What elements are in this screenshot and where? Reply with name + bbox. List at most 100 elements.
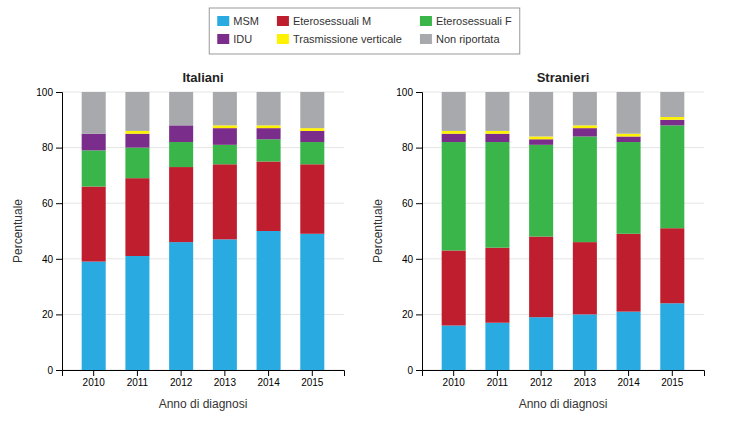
bar — [82, 150, 106, 186]
bars — [442, 92, 685, 370]
legend-swatch — [420, 16, 432, 26]
bar — [660, 92, 684, 117]
bar — [300, 164, 324, 234]
tick-label: 20 — [402, 309, 414, 320]
tick-label: 2014 — [257, 377, 280, 388]
bar — [660, 125, 684, 228]
tick-mark — [541, 370, 542, 376]
tick: 60 — [42, 198, 62, 209]
bar — [573, 242, 597, 314]
tick-mark — [56, 203, 62, 204]
x-axis-title: Anno di diagnosi — [519, 397, 608, 411]
bar — [442, 142, 466, 250]
bar — [442, 250, 466, 325]
bar — [617, 142, 641, 234]
legend-item: MSM — [217, 15, 259, 27]
bar — [213, 128, 237, 145]
y-axis: 020406080100 — [396, 87, 422, 376]
bar — [169, 142, 193, 167]
legend-label: Eterosessuali M — [293, 15, 371, 27]
tick: 2015 — [661, 370, 684, 388]
legend-label: Trasmissione verticale — [293, 33, 402, 45]
bar-series — [442, 120, 685, 145]
bar — [660, 228, 684, 303]
bar — [169, 167, 193, 242]
bar — [617, 136, 641, 142]
bars — [82, 92, 325, 370]
bar — [82, 187, 106, 262]
tick-label: 2013 — [574, 377, 597, 388]
tick-label: 2011 — [487, 377, 509, 388]
bar — [125, 134, 149, 148]
bar — [125, 131, 149, 134]
chart-title: Stranieri — [537, 70, 590, 85]
bar — [529, 237, 553, 318]
bar — [125, 256, 149, 370]
tick-mark — [628, 370, 629, 376]
tick: 2015 — [301, 370, 324, 388]
y-axis-title: Percentuale — [11, 199, 25, 263]
bar — [573, 128, 597, 136]
tick-mark — [672, 370, 673, 376]
bar — [660, 303, 684, 370]
x-axis: 201020112012201320142015 — [63, 370, 345, 388]
tick: 2014 — [257, 370, 280, 388]
tick: 2012 — [530, 370, 553, 388]
bar — [442, 326, 466, 370]
bar — [300, 92, 324, 128]
tick-mark — [224, 370, 225, 376]
tick-label: 0 — [407, 365, 413, 376]
tick-label: 2010 — [83, 377, 106, 388]
tick-mark — [312, 370, 313, 376]
grid — [62, 92, 344, 370]
tick: 20 — [402, 309, 422, 320]
bar — [125, 178, 149, 256]
bar — [573, 125, 597, 128]
x-axis-title: Anno di diagnosi — [159, 397, 248, 411]
bar — [485, 323, 509, 370]
bar-series — [442, 228, 685, 325]
tick: 100 — [396, 87, 422, 98]
tick-mark — [56, 259, 62, 260]
tick-label: 40 — [42, 253, 54, 264]
bar — [300, 131, 324, 142]
bar-series — [82, 162, 325, 262]
bar-series — [82, 139, 325, 186]
tick-label: 2011 — [127, 377, 149, 388]
legend-item: Trasmissione verticale — [277, 33, 402, 45]
tick: 20 — [42, 309, 62, 320]
tick: 2010 — [83, 370, 106, 388]
tick-label: 100 — [396, 87, 413, 98]
bar — [300, 128, 324, 131]
tick: 2014 — [617, 370, 640, 388]
tick: 100 — [36, 87, 62, 98]
bar — [257, 92, 281, 125]
legend-label: IDU — [233, 33, 252, 45]
tick-label: 2015 — [661, 377, 684, 388]
tick-label: 2015 — [301, 377, 324, 388]
legend-frame — [209, 8, 520, 54]
tick: 2010 — [443, 370, 466, 388]
tick-label: 2010 — [443, 377, 466, 388]
tick-mark — [416, 92, 422, 93]
tick: 2013 — [574, 370, 597, 388]
axis-line — [423, 371, 705, 377]
legend-label: MSM — [233, 15, 259, 27]
tick-label: 60 — [402, 198, 414, 209]
bar — [257, 139, 281, 161]
tick-label: 60 — [42, 198, 54, 209]
tick: 40 — [42, 253, 62, 264]
tick-label: 2012 — [530, 377, 553, 388]
bar — [660, 120, 684, 126]
bar — [660, 117, 684, 120]
tick-mark — [416, 203, 422, 204]
legend-label: Non riportata — [436, 33, 500, 45]
bar — [573, 136, 597, 242]
tick-label: 2014 — [617, 377, 640, 388]
bar — [82, 92, 106, 134]
bar — [125, 92, 149, 131]
bar — [125, 148, 149, 179]
bar-series — [442, 92, 685, 136]
bar-series — [442, 117, 685, 139]
tick-label: 100 — [36, 87, 53, 98]
